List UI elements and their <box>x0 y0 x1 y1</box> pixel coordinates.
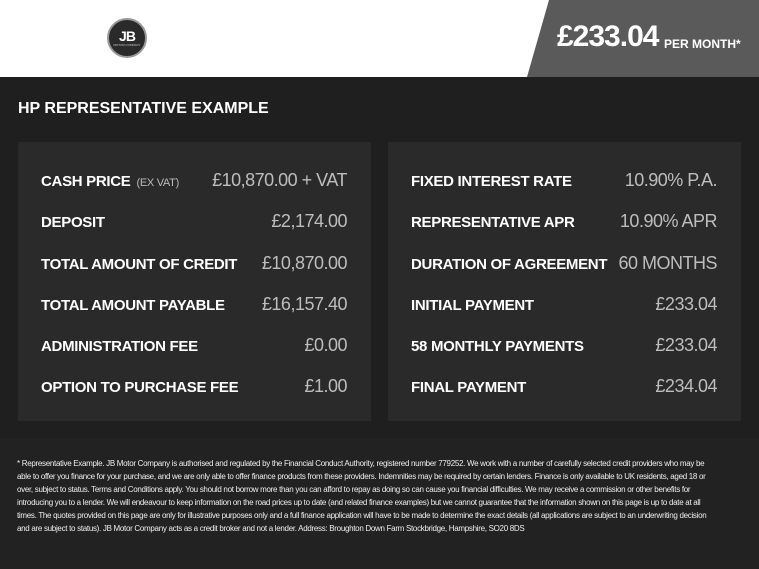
finance-panel-left: CASH PRICE (EX VAT) £10,870.00 + VAT DEPOS… <box>18 142 371 421</box>
row-label: INITIAL PAYMENT <box>411 296 534 314</box>
row-value: £2,174.00 <box>271 211 347 232</box>
per-month-label: PER MONTH* <box>664 37 741 51</box>
row-value: £233.04 <box>655 293 717 314</box>
row-label: ADMINISTRATION FEE <box>41 338 198 356</box>
header: JB MOTOR COMPANY £233.04 PER MONTH* <box>0 0 759 77</box>
row-value: 10.90% P.A. <box>624 170 718 190</box>
row-label: FIXED INTEREST RATE <box>411 173 572 190</box>
row-value: £233.04 <box>655 335 717 356</box>
row-value: £10,870.00 <box>261 252 348 273</box>
row-value: £1.00 <box>304 376 347 397</box>
logo-subtext: MOTOR COMPANY <box>113 43 141 47</box>
row-label: TOTAL AMOUNT OF CREDIT <box>41 255 238 273</box>
row-apr: REPRESENTATIVE APR 10.90% APR <box>411 211 718 252</box>
row-final-payment: FINAL PAYMENT £234.04 <box>411 376 717 417</box>
row-admin-fee: ADMINISTRATION FEE £0.00 <box>41 335 347 376</box>
logo-text: JB <box>119 28 136 44</box>
row-monthly-payments: 58 MONTHLY PAYMENTS £233.04 <box>411 335 717 376</box>
row-label: 58 MONTHLY PAYMENTS <box>411 338 584 356</box>
row-label: FINAL PAYMENT <box>411 379 527 397</box>
finance-panel-right: FIXED INTEREST RATE 10.90% P.A. REPRESENT… <box>388 142 741 421</box>
row-value: £10,870.00 + VAT <box>212 170 347 190</box>
row-label: REPRESENTATIVE APR <box>411 214 575 232</box>
row-label: TOTAL AMOUNT PAYABLE <box>41 296 225 314</box>
disclaimer-text: * Representative Example. JB Motor Compa… <box>17 459 707 533</box>
row-cash-price: CASH PRICE (EX VAT) £10,870.00 + VAT <box>41 170 347 211</box>
row-label: DURATION OF AGREEMENT <box>411 255 608 273</box>
row-label: OPTION TO PURCHASE FEE <box>41 379 239 397</box>
section-title: HP REPRESENTATIVE EXAMPLE <box>18 100 269 117</box>
row-deposit: DEPOSIT £2,174.00 <box>41 211 347 252</box>
price-band <box>527 0 759 77</box>
row-total-credit: TOTAL AMOUNT OF CREDIT £10,870.00 <box>41 252 348 294</box>
monthly-price: £233.04 <box>557 20 659 53</box>
footer: * Representative Example. JB Motor Compa… <box>0 438 759 569</box>
row-label: CASH PRICE (EX VAT) <box>41 173 179 190</box>
row-value: £16,157.40 <box>261 293 348 314</box>
row-duration: DURATION OF AGREEMENT 60 MONTHS <box>411 253 717 294</box>
row-label: DEPOSIT <box>41 214 105 232</box>
row-value: £234.04 <box>655 376 717 397</box>
row-value: 10.90% APR <box>619 211 718 232</box>
row-interest-rate: FIXED INTEREST RATE 10.90% P.A. <box>411 170 718 211</box>
row-initial-payment: INITIAL PAYMENT £233.04 <box>411 294 717 335</box>
row-total-payable: TOTAL AMOUNT PAYABLE £16,157.40 <box>41 293 348 335</box>
jb-logo: JB MOTOR COMPANY <box>107 18 147 58</box>
row-option-fee: OPTION TO PURCHASE FEE £1.00 <box>41 376 347 417</box>
ex-vat-note: (EX VAT) <box>136 177 180 189</box>
row-value: £0.00 <box>304 335 347 356</box>
row-value: 60 MONTHS <box>618 252 717 273</box>
